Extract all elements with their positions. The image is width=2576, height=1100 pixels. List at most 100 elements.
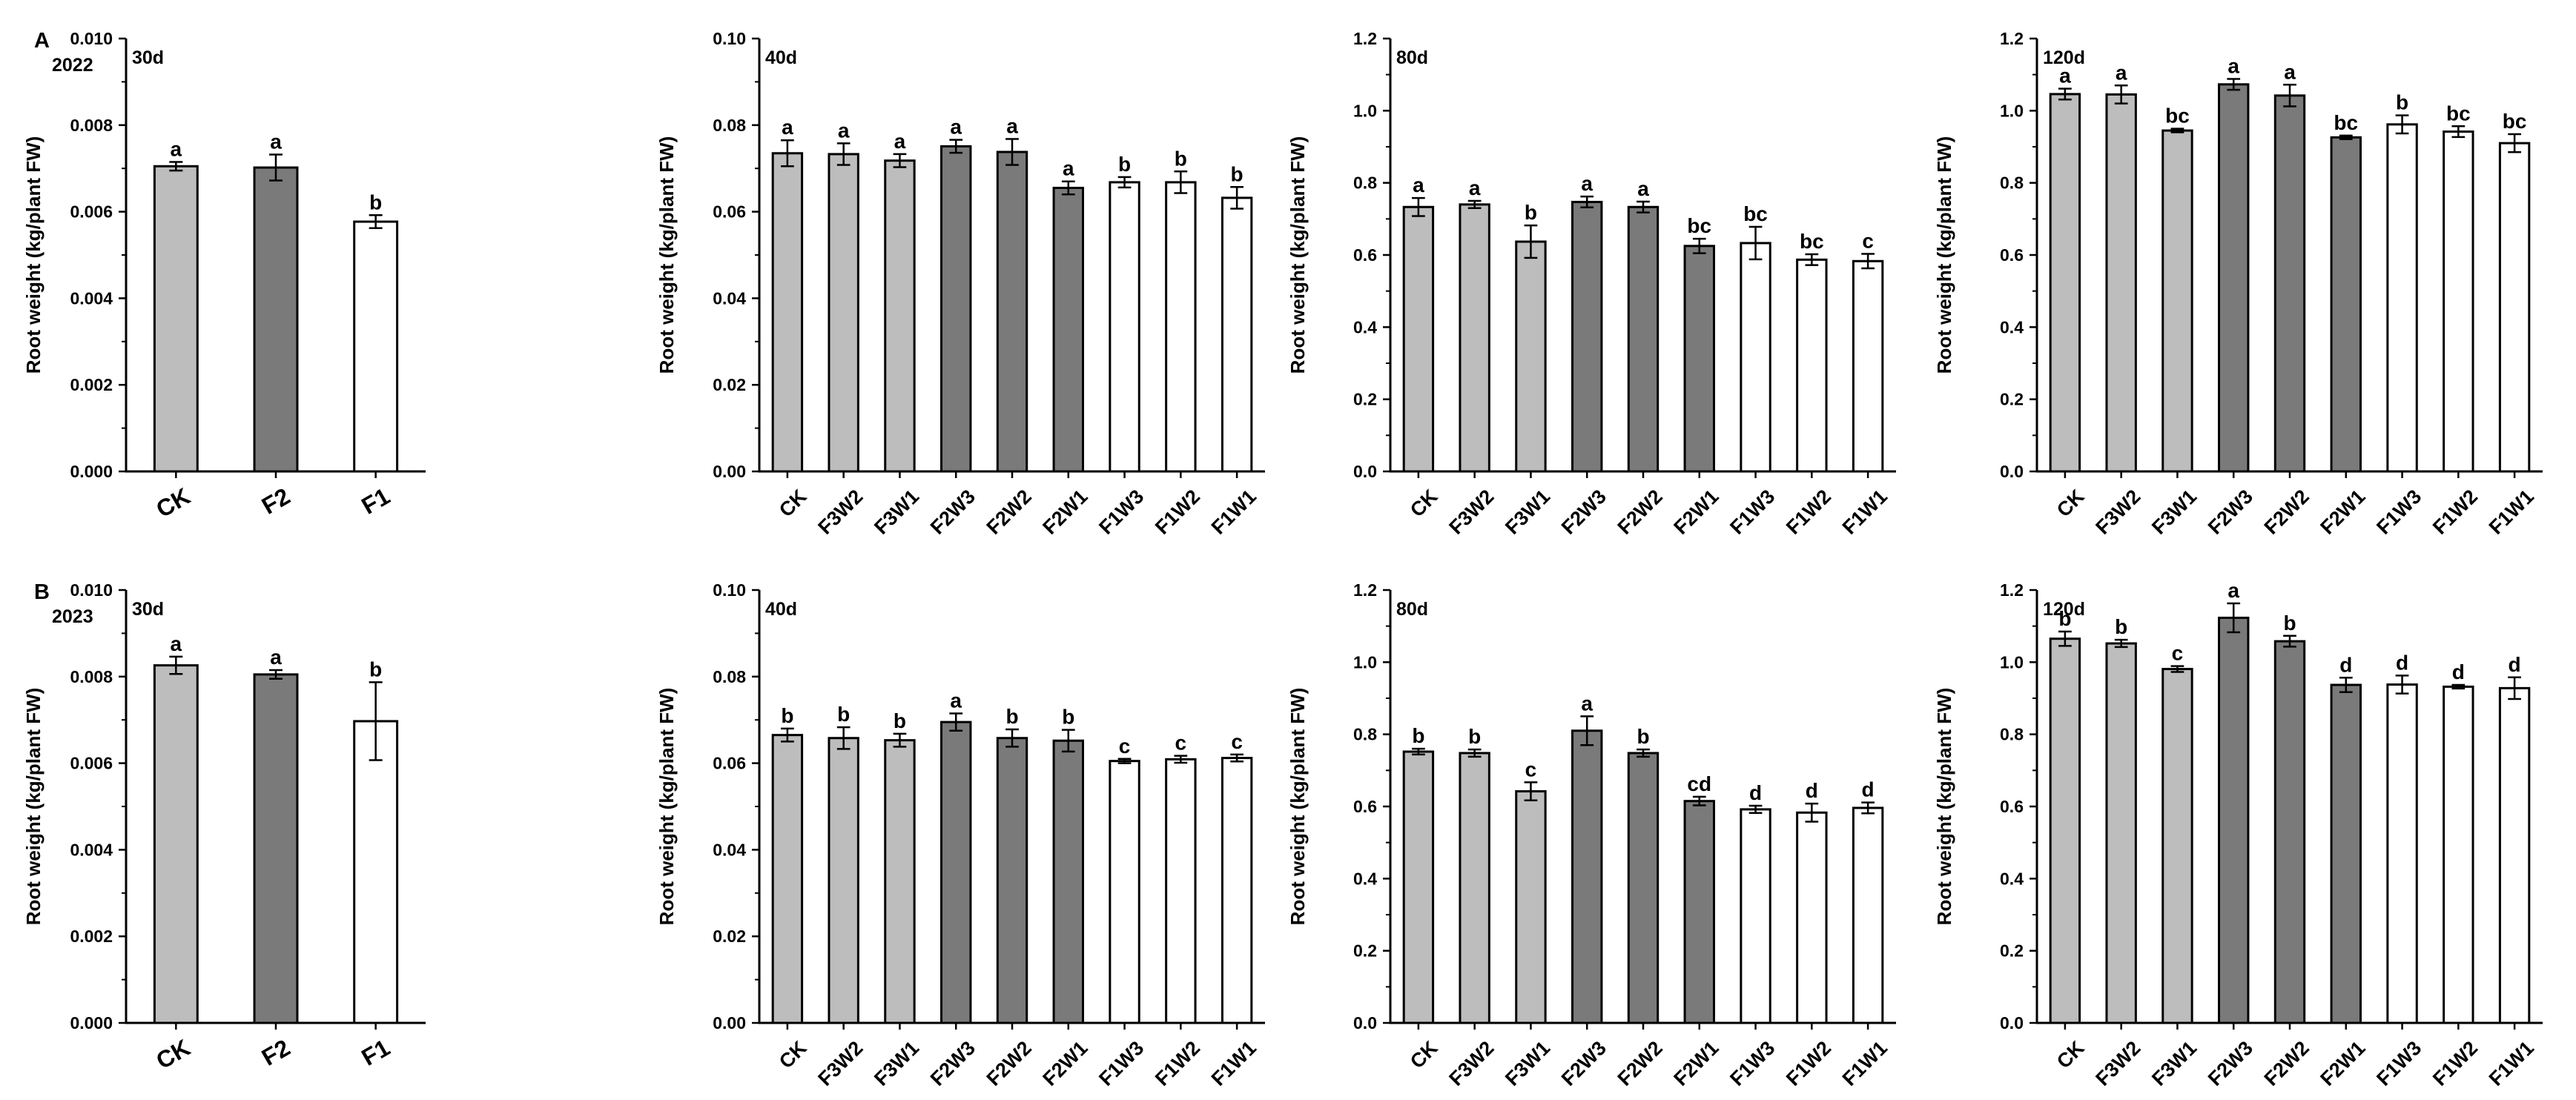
significance-letter: b bbox=[1005, 705, 1018, 728]
x-category-label: F3W1 bbox=[2147, 1037, 2201, 1090]
x-category-label: F1W3 bbox=[2372, 486, 2425, 539]
x-category-label: F3W1 bbox=[870, 486, 923, 539]
x-category-label: F1W2 bbox=[1782, 1037, 1835, 1090]
significance-letter: b bbox=[369, 657, 382, 680]
x-category-label: CK bbox=[775, 485, 811, 521]
significance-letter: b bbox=[2283, 612, 2296, 635]
x-category-label: CK bbox=[1406, 485, 1442, 521]
y-tick-label: 0.004 bbox=[70, 840, 113, 859]
y-tick-label: 0.2 bbox=[1353, 941, 1377, 961]
day-label: 120d bbox=[2043, 599, 2085, 620]
bar-f1w1 bbox=[1221, 196, 1253, 473]
bar-f2 bbox=[253, 166, 299, 473]
y-tick-label: 1.0 bbox=[2000, 101, 2024, 120]
x-category-label: F2W3 bbox=[926, 1037, 980, 1090]
x-category-label: F3W1 bbox=[2147, 486, 2201, 539]
significance-letter: a bbox=[1063, 157, 1074, 180]
bar-ck bbox=[1402, 750, 1435, 1024]
significance-letter: c bbox=[1175, 732, 1187, 755]
x-category-label: F1 bbox=[357, 1034, 394, 1071]
significance-letter: b bbox=[1175, 147, 1187, 170]
significance-letter: b bbox=[894, 709, 906, 732]
significance-letter: b bbox=[2396, 91, 2408, 114]
significance-letter: d bbox=[2339, 653, 2352, 676]
y-tick-label: 0.8 bbox=[1353, 725, 1377, 744]
bar-f2w2 bbox=[1627, 752, 1659, 1024]
x-category-label: F2W1 bbox=[1038, 486, 1092, 539]
significance-letter: a bbox=[1006, 114, 1018, 137]
x-category-label: F1W2 bbox=[1782, 486, 1835, 539]
y-tick-label: 0.000 bbox=[70, 1013, 113, 1033]
bar-f1w2 bbox=[1796, 258, 1828, 473]
bar-f3w1 bbox=[1515, 790, 1547, 1024]
x-category-label: F1W3 bbox=[1094, 486, 1148, 539]
x-category-label: CK bbox=[151, 1034, 194, 1074]
x-category-label: F1 bbox=[357, 483, 394, 520]
y-axis-label: Root weight (kg/plant FW) bbox=[655, 688, 678, 926]
day-label: 80d bbox=[1396, 599, 1428, 620]
x-category-label: F1W1 bbox=[1207, 1037, 1261, 1090]
panel-letter: A bbox=[34, 29, 50, 53]
y-tick-label: 0.0 bbox=[1353, 1013, 1377, 1033]
panel-year: 2022 bbox=[52, 55, 93, 76]
significance-letter: d bbox=[2509, 653, 2521, 676]
y-tick-label: 0.4 bbox=[2000, 869, 2024, 888]
y-tick-label: 0.06 bbox=[713, 202, 746, 222]
x-category-label: F2W1 bbox=[1669, 1037, 1723, 1090]
significance-letter: c bbox=[1231, 730, 1243, 753]
bar-f1w2 bbox=[1796, 811, 1828, 1024]
x-category-label: F2 bbox=[257, 1034, 294, 1071]
x-category-label: F1W3 bbox=[2372, 1037, 2425, 1090]
x-category-label: F2W3 bbox=[1557, 486, 1611, 539]
day-label: 30d bbox=[132, 47, 164, 68]
significance-letter: c bbox=[1862, 230, 1874, 253]
bar-f2w1 bbox=[1052, 186, 1084, 473]
significance-letter: d bbox=[1862, 778, 1875, 801]
y-tick-label: 0.8 bbox=[1353, 173, 1377, 193]
y-tick-label: 0.2 bbox=[2000, 941, 2024, 961]
x-category-label: CK bbox=[2052, 1036, 2089, 1073]
y-tick-label: 0.4 bbox=[1353, 869, 1377, 888]
bar-ck bbox=[153, 664, 199, 1024]
chart-panel-8: 120d Root weight (kg/plant FW) 0.0 0.2 0.4 0.… bbox=[1933, 579, 2543, 1090]
bar-f2w2 bbox=[1627, 205, 1659, 473]
significance-letter: b bbox=[1412, 724, 1424, 747]
x-category-label: F2 bbox=[257, 483, 294, 520]
y-tick-label: 0.4 bbox=[2000, 317, 2024, 337]
x-category-label: F2W2 bbox=[2260, 1037, 2314, 1090]
y-tick-label: 0.004 bbox=[70, 288, 113, 308]
significance-letter: bc bbox=[1687, 214, 1711, 237]
significance-letter: a bbox=[270, 646, 282, 669]
significance-letter: bc bbox=[2165, 105, 2190, 127]
significance-letter: bc bbox=[2503, 110, 2527, 133]
x-category-label: F2W3 bbox=[1557, 1037, 1611, 1090]
significance-letter: a bbox=[171, 137, 182, 160]
x-category-label: F2W1 bbox=[1038, 1037, 1092, 1090]
panel-year: 2023 bbox=[52, 606, 93, 627]
significance-letter: a bbox=[782, 116, 793, 139]
y-tick-label: 0.002 bbox=[70, 375, 113, 394]
x-category-label: F3W1 bbox=[1501, 486, 1554, 539]
x-category-label: F3W2 bbox=[1444, 1037, 1498, 1090]
bar-ck bbox=[1402, 205, 1435, 473]
x-category-label: F1W1 bbox=[1838, 1037, 1892, 1090]
y-tick-label: 0.002 bbox=[70, 927, 113, 946]
bar-f2w3 bbox=[940, 145, 972, 473]
bar-f1 bbox=[353, 720, 399, 1024]
x-category-label: F1W3 bbox=[1725, 1037, 1779, 1090]
x-category-label: F1W3 bbox=[1725, 486, 1779, 539]
y-tick-label: 0.4 bbox=[1353, 317, 1377, 337]
significance-letter: b bbox=[1468, 725, 1481, 748]
bar-f1w3 bbox=[1740, 242, 1771, 473]
bar-ck bbox=[2049, 93, 2081, 473]
bar-f1w2 bbox=[1165, 181, 1197, 473]
x-category-label: F3W2 bbox=[2091, 486, 2144, 539]
x-category-label: CK bbox=[775, 1036, 811, 1073]
significance-letter: a bbox=[171, 632, 182, 655]
significance-letter: b bbox=[369, 190, 382, 213]
y-tick-label: 0.00 bbox=[713, 1013, 746, 1033]
significance-letter: a bbox=[2227, 55, 2239, 78]
bar-f3w1 bbox=[2161, 668, 2193, 1024]
